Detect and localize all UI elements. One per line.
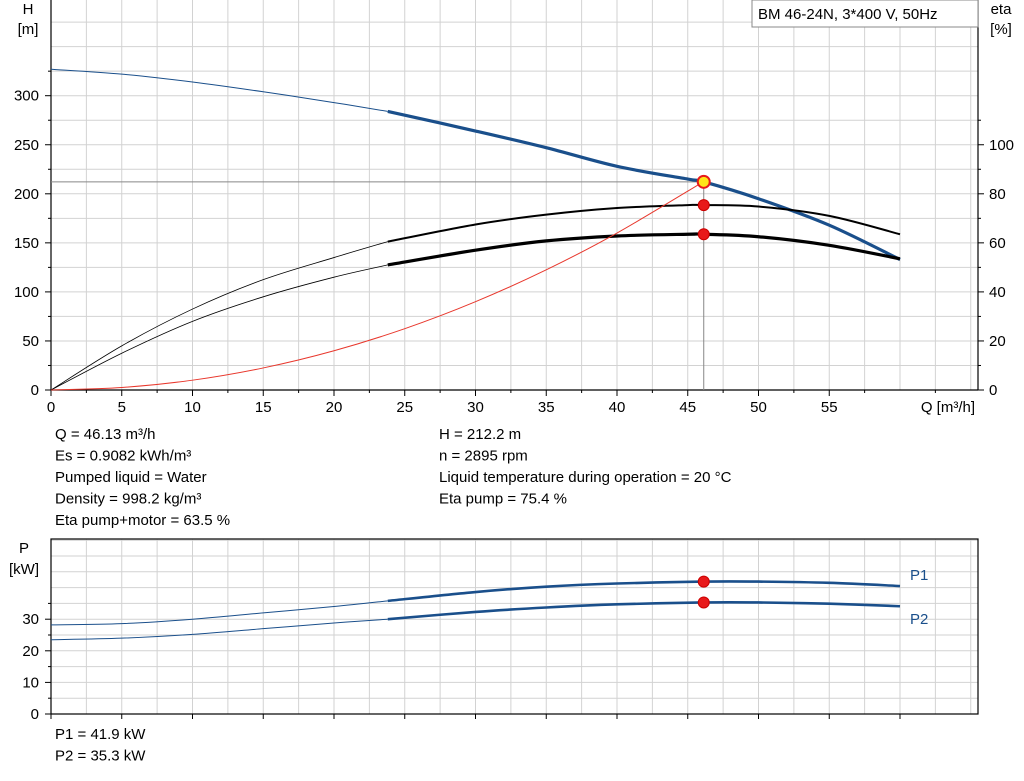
p2-curve [387, 600, 901, 621]
x-tick-label: 5 [118, 399, 126, 416]
p-y-tick-label: 0 [31, 706, 39, 723]
y-left-tick-label: 0 [31, 382, 39, 399]
y-left-unit: [m] [18, 21, 39, 38]
y-right-tick-label: 40 [989, 284, 1006, 301]
info-left-1: Es = 0.9082 kWh/m³ [55, 448, 191, 465]
x-tick-label: 10 [184, 399, 201, 416]
y-right-tick-label: 0 [989, 382, 997, 399]
title-box [751, 0, 979, 28]
x-tick-label: 25 [396, 399, 413, 416]
p1-label: P1 [910, 567, 928, 584]
op-marker-eta-total [697, 228, 710, 241]
info-left-2: Pumped liquid = Water [55, 469, 207, 486]
y-right-tick-label: 20 [989, 333, 1006, 350]
x-tick-label: 0 [47, 399, 55, 416]
head-curve-extrapolated [50, 68, 388, 112]
eta-pump-curve [387, 203, 901, 243]
p-y-unit: [kW] [9, 561, 39, 578]
x-tick-label: 30 [467, 399, 484, 416]
info-left-3: Density = 998.2 kg/m³ [55, 491, 201, 508]
power-info-1: P2 = 35.3 kW [55, 748, 146, 765]
y-left-tick-label: 150 [14, 235, 39, 252]
y-right-tick-label: 100 [989, 137, 1014, 154]
p2-label: P2 [910, 611, 928, 628]
p1-curve [387, 580, 901, 603]
y-left-tick-label: 50 [22, 333, 39, 350]
y-right-tick-label: 80 [989, 186, 1006, 203]
eta-pump-curve-extrapolated [50, 241, 388, 391]
p-y-tick-label: 30 [22, 611, 39, 628]
op-marker-head [696, 174, 711, 189]
op-marker-eta-pump [697, 199, 710, 212]
eta-total-curve-extrapolated [50, 264, 388, 391]
x-tick-label: 35 [538, 399, 555, 416]
info-right-2: Liquid temperature during operation = 20… [439, 469, 732, 486]
y-right-tick-label: 60 [989, 235, 1006, 252]
op-marker-p2 [697, 596, 710, 609]
head-curve [387, 109, 901, 261]
p1-curve-extrapolated [50, 600, 388, 626]
x-tick-label: 20 [326, 399, 343, 416]
power-frame [50, 538, 979, 715]
y-right-unit: [%] [990, 21, 1012, 38]
power-info-0: P1 = 41.9 kW [55, 726, 146, 743]
y-left-tick-label: 200 [14, 186, 39, 203]
x-axis-label: Q [m³/h] [921, 399, 975, 416]
x-tick-label: 50 [750, 399, 767, 416]
p2-curve-extrapolated [50, 618, 388, 641]
y-left-tick-label: 300 [14, 88, 39, 105]
y-right-label: eta [991, 1, 1013, 18]
title-box-text: BM 46-24N, 3*400 V, 50Hz [758, 6, 938, 23]
system-curve [50, 181, 704, 391]
y-left-tick-label: 250 [14, 137, 39, 154]
x-tick-label: 55 [821, 399, 838, 416]
p-y-tick-label: 10 [22, 674, 39, 691]
p-y-label: P [19, 540, 29, 557]
op-marker-p1 [697, 575, 710, 588]
x-tick-label: 15 [255, 399, 272, 416]
x-tick-label: 40 [609, 399, 626, 416]
p-y-tick-label: 20 [22, 643, 39, 660]
info-left-0: Q = 46.13 m³/h [55, 426, 155, 443]
info-right-0: H = 212.2 m [439, 426, 521, 443]
info-right-1: n = 2895 rpm [439, 448, 528, 465]
info-left-4: Eta pump+motor = 63.5 % [55, 512, 230, 529]
eta-total-curve [387, 232, 901, 267]
y-left-label: H [23, 1, 34, 18]
y-left-tick-label: 100 [14, 284, 39, 301]
x-tick-label: 45 [679, 399, 696, 416]
info-right-3: Eta pump = 75.4 % [439, 491, 567, 508]
